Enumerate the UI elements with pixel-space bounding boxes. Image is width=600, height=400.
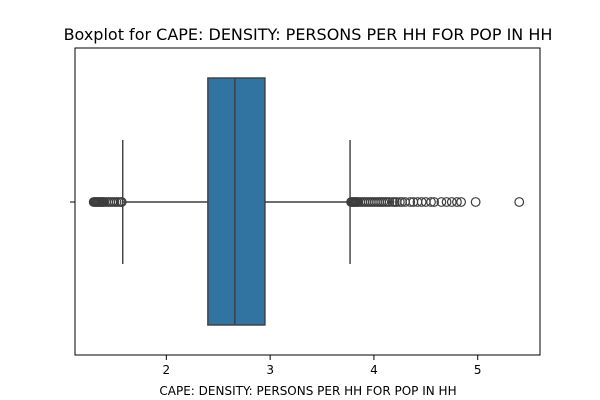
outlier-point	[436, 197, 447, 207]
x-tick-label: 3	[266, 363, 274, 377]
outlier-point	[456, 197, 467, 207]
outlier-point	[446, 197, 457, 207]
outlier-point	[470, 197, 481, 207]
iqr-box	[207, 77, 266, 326]
outlier-point	[416, 197, 427, 207]
x-tick-label: 4	[370, 363, 378, 377]
x-axis-label: CAPE: DENSITY: PERSONS PER HH FOR POP IN…	[159, 384, 456, 398]
outlier-point	[441, 197, 452, 207]
outlier-point	[514, 197, 525, 207]
outlier-point	[116, 197, 127, 207]
x-axis: 2 3 4 5	[70, 201, 482, 377]
outlier-point	[426, 197, 436, 207]
plot-area	[88, 77, 525, 326]
outlier-point	[405, 197, 416, 207]
outlier-point	[429, 197, 440, 207]
x-tick-label: 5	[474, 363, 482, 377]
outlier-point	[384, 197, 395, 207]
chart-title: Boxplot for CAPE: DENSITY: PERSONS PER H…	[64, 25, 553, 44]
outlier-point	[452, 197, 462, 207]
x-tick-label: 2	[163, 363, 171, 377]
